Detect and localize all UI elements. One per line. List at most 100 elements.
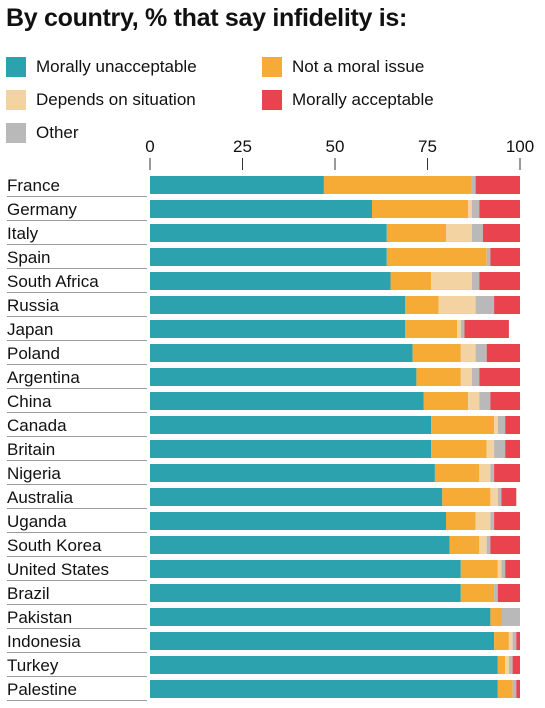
bar-segment-nigeria-morally-unacceptable [150,464,435,482]
bar-segment-united-states-not-a-moral-issue [460,560,498,578]
category-label-palestine: Palestine [7,680,77,699]
bar-segment-uganda-morally-acceptable [494,512,520,530]
legend-label: Not a moral issue [292,57,425,76]
bar-segment-brazil-morally-unacceptable [150,584,461,602]
x-tick-label: 50 [326,137,345,156]
legend-swatch-not-a-moral-issue [262,57,282,77]
bar-segment-indonesia-morally-acceptable [516,632,520,650]
category-label-italy: Italy [7,224,39,243]
category-label-canada: Canada [7,416,67,435]
bar-segment-palestine-morally-unacceptable [150,680,498,698]
category-label-spain: Spain [7,248,50,267]
category-label-united-states: United States [7,560,109,579]
bar-segment-canada-morally-acceptable [505,416,520,434]
bar-segment-south-africa-not-a-moral-issue [390,272,432,290]
category-label-nigeria: Nigeria [7,464,61,483]
bar-segment-japan-morally-unacceptable [150,320,406,338]
chart-title: By country, % that say infidelity is: [6,4,408,32]
bar-segment-australia-depends-on-situation [490,488,498,506]
bar-segment-japan-not-a-moral-issue [405,320,458,338]
bar-segment-italy-morally-unacceptable [150,224,387,242]
bar-segment-italy-morally-acceptable [483,224,520,242]
legend-swatch-morally-unacceptable [6,57,26,77]
bar-segment-france-morally-acceptable [475,176,520,194]
bar-segment-palestine-other [512,680,517,698]
bar-segment-turkey-morally-unacceptable [150,656,498,674]
bar-segment-indonesia-other [512,632,517,650]
bar-segment-germany-other [471,200,480,218]
bar-segment-italy-not-a-moral-issue [386,224,446,242]
bar-segment-canada-depends-on-situation [494,416,498,434]
legend-swatch-other [6,123,26,143]
bar-segment-britain-morally-acceptable [505,440,520,458]
bar-segment-china-depends-on-situation [468,392,480,410]
bar-segment-pakistan-other [501,608,520,626]
legend-label: Other [36,123,79,142]
category-label-turkey: Turkey [7,656,59,675]
bar-segment-japan-morally-acceptable [464,320,509,338]
bar-segment-britain-other [494,440,506,458]
bar-segment-nigeria-other [490,464,495,482]
bar-segment-poland-other [475,344,487,362]
bar-segment-nigeria-morally-acceptable [494,464,520,482]
bar-segment-australia-morally-unacceptable [150,488,443,506]
bar-segment-argentina-not-a-moral-issue [416,368,461,386]
category-label-poland: Poland [7,344,60,363]
legend-label: Depends on situation [36,90,196,109]
bar-segment-france-other [471,176,476,194]
bar-segment-argentina-morally-unacceptable [150,368,417,386]
category-label-argentina: Argentina [7,368,80,387]
bar-segment-germany-depends-on-situation [468,200,472,218]
bar-segment-pakistan-not-a-moral-issue [490,608,502,626]
legend-label: Morally unacceptable [36,57,197,76]
legend-item-morally-unacceptable: Morally unacceptable [6,57,197,77]
bar-segment-indonesia-depends-on-situation [508,632,513,650]
bar-segment-poland-depends-on-situation [460,344,476,362]
x-tick-label: 75 [418,137,437,156]
bar-segment-south-korea-depends-on-situation [479,536,487,554]
bar-segment-pakistan-morally-unacceptable [150,608,491,626]
category-label-france: France [7,176,60,195]
bar-segment-uganda-other [490,512,495,530]
legend-item-not-a-moral-issue: Not a moral issue [262,57,424,77]
bar-segment-turkey-not-a-moral-issue [497,656,506,674]
bar-segment-argentina-other [471,368,480,386]
bar-segment-australia-not-a-moral-issue [442,488,491,506]
bar-segment-australia-other [497,488,502,506]
category-label-russia: Russia [7,296,60,315]
bar-segment-canada-other [497,416,506,434]
category-label-australia: Australia [7,488,74,507]
x-tick-label: 100 [506,137,534,156]
bar-segment-united-states-depends-on-situation [497,560,502,578]
bar-segment-china-not-a-moral-issue [423,392,469,410]
bar-segment-japan-other [460,320,465,338]
bar-segment-china-morally-unacceptable [150,392,424,410]
legend-swatch-morally-acceptable [262,90,282,110]
category-label-south-africa: South Africa [7,272,99,291]
bar-segment-canada-not-a-moral-issue [431,416,495,434]
bar-segment-uganda-depends-on-situation [475,512,491,530]
bar-segment-britain-not-a-moral-issue [431,440,487,458]
bar-segment-italy-other [471,224,483,242]
bar-segment-spain-morally-unacceptable [150,248,387,266]
bar-segment-indonesia-morally-unacceptable [150,632,495,650]
bar-segment-indonesia-not-a-moral-issue [494,632,509,650]
bar-segment-spain-other [486,248,491,266]
bar-segment-russia-not-a-moral-issue [405,296,439,314]
bar-segment-uganda-not-a-moral-issue [446,512,476,530]
category-label-britain: Britain [7,440,55,459]
bar-segment-britain-morally-unacceptable [150,440,432,458]
category-label-uganda: Uganda [7,512,67,531]
bar-segment-germany-morally-unacceptable [150,200,372,218]
bar-segment-nigeria-depends-on-situation [479,464,491,482]
bar-segment-spain-not-a-moral-issue [386,248,487,266]
bar-segment-poland-morally-acceptable [486,344,520,362]
bar-segment-brazil-not-a-moral-issue [460,584,495,602]
bar-segment-poland-not-a-moral-issue [412,344,461,362]
bar-segment-south-africa-morally-unacceptable [150,272,391,290]
bar-segment-russia-morally-acceptable [494,296,520,314]
bar-segment-turkey-morally-acceptable [512,656,520,674]
bar-segment-south-africa-morally-acceptable [479,272,520,290]
bar-segment-germany-morally-acceptable [479,200,520,218]
